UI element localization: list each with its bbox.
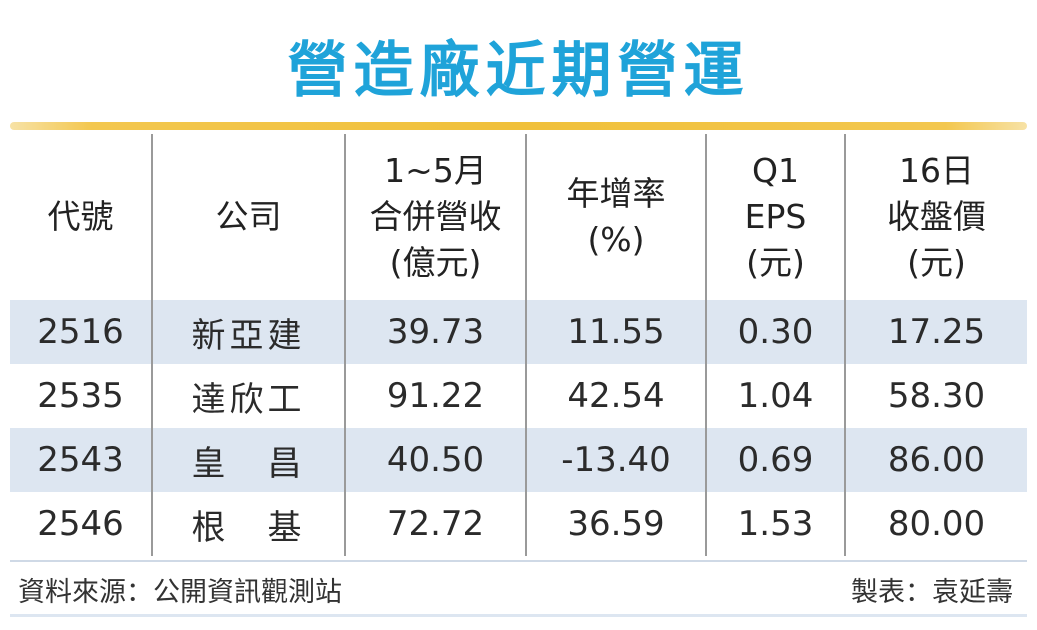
table-row: 2535 達欣工 91.22 42.54 1.04 58.30 — [10, 364, 1027, 428]
cell-company: 新亞建 — [151, 300, 345, 364]
header-eps-line-2: EPS — [744, 197, 807, 236]
cell-revenue: 40.50 — [344, 428, 526, 492]
header-code: 代號 — [47, 197, 114, 236]
header-growth-line-2: (%) — [587, 220, 645, 259]
cell-company: 達欣工 — [151, 364, 345, 428]
table-footer: 資料來源：公開資訊觀測站 製表：袁延壽 — [10, 560, 1027, 612]
cell-revenue: 39.73 — [344, 300, 526, 364]
title-divider — [10, 122, 1027, 130]
bottom-divider — [10, 614, 1027, 617]
cell-revenue: 72.72 — [344, 492, 526, 556]
table-row: 2546 根 基 72.72 36.59 1.53 80.00 — [10, 492, 1027, 556]
header-eps-line-1: Q1 — [752, 151, 799, 190]
table-row: 2516 新亞建 39.73 11.55 0.30 17.25 — [10, 300, 1027, 364]
cell-code: 2546 — [37, 504, 124, 544]
cell-revenue: 91.22 — [344, 364, 526, 428]
cell-code: 2535 — [37, 376, 124, 416]
header-revenue-line-2: 合併營收 — [369, 197, 502, 236]
operations-table: 代號 公司 1~5月 合併營收 (億元) 年增率 (%) Q1 EPS (元) … — [10, 134, 1027, 556]
header-revenue-line-1: 1~5月 — [384, 151, 487, 190]
author-credit: 製表：袁延壽 — [851, 577, 1013, 608]
cell-price: 80.00 — [844, 492, 1027, 556]
cell-growth: -13.40 — [525, 428, 706, 492]
header-row: 代號 公司 1~5月 合併營收 (億元) 年增率 (%) Q1 EPS (元) … — [10, 134, 1027, 300]
cell-price: 58.30 — [844, 364, 1027, 428]
header-price-line-3: (元) — [907, 243, 966, 282]
header-revenue-line-3: (億元) — [389, 243, 482, 282]
header-growth-line-1: 年增率 — [566, 174, 666, 213]
cell-eps: 1.04 — [705, 364, 845, 428]
cell-growth: 11.55 — [525, 300, 706, 364]
cell-eps: 0.69 — [705, 428, 845, 492]
cell-company: 皇 昌 — [151, 428, 345, 492]
cell-company: 根 基 — [151, 492, 345, 556]
header-eps: Q1 EPS (元) — [705, 134, 845, 300]
source-note: 資料來源：公開資訊觀測站 — [18, 577, 342, 608]
cell-eps: 0.30 — [705, 300, 845, 364]
cell-growth: 36.59 — [525, 492, 706, 556]
cell-growth: 42.54 — [525, 364, 706, 428]
header-eps-line-3: (元) — [746, 243, 805, 282]
header-revenue: 1~5月 合併營收 (億元) — [344, 134, 526, 300]
table-row: 2543 皇 昌 40.50 -13.40 0.69 86.00 — [10, 428, 1027, 492]
cell-price: 17.25 — [844, 300, 1027, 364]
cell-eps: 1.53 — [705, 492, 845, 556]
header-price: 16日 收盤價 (元) — [844, 134, 1027, 300]
header-growth: 年增率 (%) — [525, 134, 706, 300]
header-company: 公司 — [151, 134, 345, 300]
header-price-line-1: 16日 — [899, 151, 974, 190]
cell-price: 86.00 — [844, 428, 1027, 492]
page-title: 營造廠近期營運 — [287, 36, 750, 106]
cell-code: 2516 — [10, 300, 152, 364]
header-price-line-2: 收盤價 — [887, 197, 986, 236]
cell-code: 2543 — [10, 428, 152, 492]
